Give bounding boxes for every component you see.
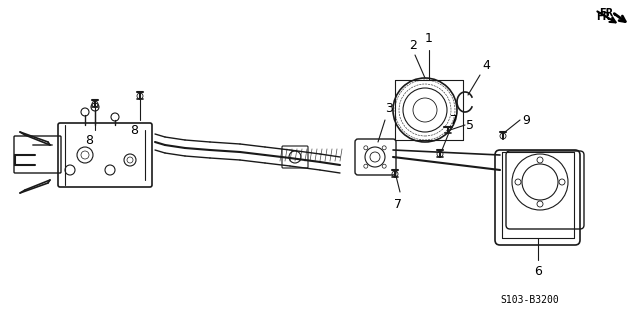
Text: 5: 5 (466, 118, 474, 132)
Text: 8: 8 (85, 134, 93, 147)
Text: 7: 7 (450, 114, 458, 127)
Text: 9: 9 (522, 114, 530, 126)
Text: 3: 3 (385, 102, 393, 115)
Text: 4: 4 (482, 59, 490, 72)
Text: S103-B3200: S103-B3200 (500, 295, 559, 305)
Text: FR.: FR. (599, 8, 617, 18)
Text: 8: 8 (130, 124, 138, 137)
Text: 7: 7 (394, 198, 402, 211)
Text: FR.: FR. (596, 12, 614, 22)
Text: 6: 6 (534, 265, 542, 278)
Text: 2: 2 (409, 39, 417, 52)
Text: 1: 1 (425, 32, 433, 45)
